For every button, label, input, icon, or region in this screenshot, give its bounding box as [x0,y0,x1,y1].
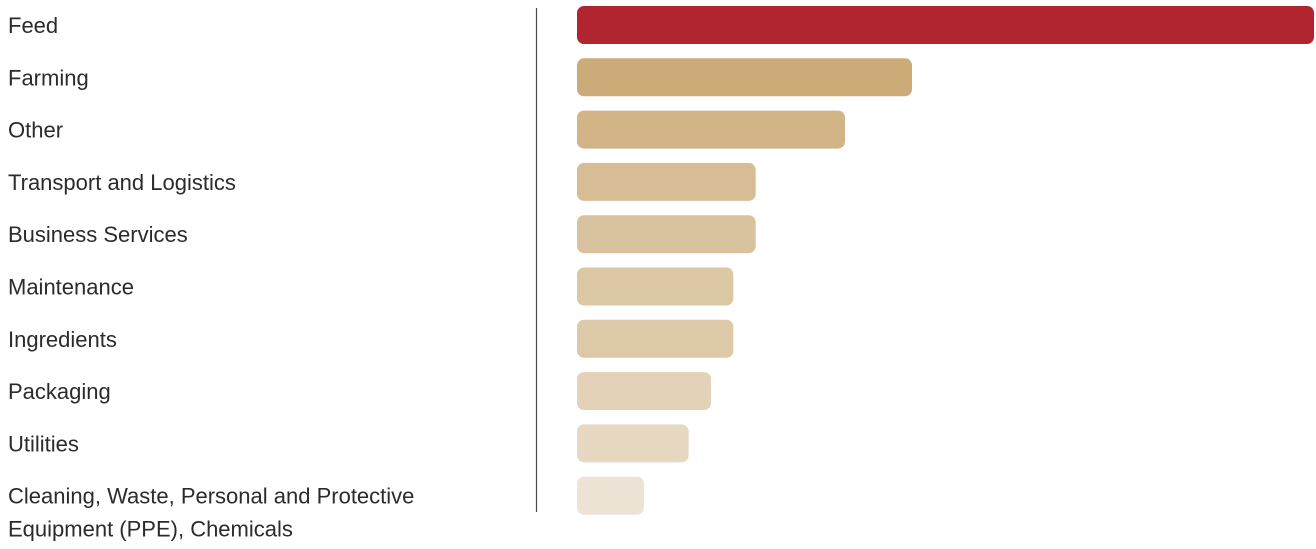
bar-2 [577,110,845,149]
category-label-line: Maintenance [8,275,134,300]
category-label-line: Cleaning, Waste, Personal and Protective [8,484,414,509]
category-label-1: Farming [8,65,89,90]
category-label-line: Packaging [8,379,111,404]
bar-1 [577,58,912,97]
bar-3 [577,162,756,201]
category-label-6: Ingredients [8,327,117,352]
category-label-4: Business Services [8,222,188,247]
category-label-7: Packaging [8,379,111,404]
bar-8 [577,424,689,463]
category-label-3: Transport and Logistics [8,170,236,195]
category-label-line: Other [8,118,63,143]
category-label-line: Ingredients [8,327,117,352]
bar-0 [577,6,1314,44]
category-label-line: Utilities [8,431,79,456]
category-label-9: Cleaning, Waste, Personal and Protective… [8,484,414,542]
bar-5 [577,267,734,306]
category-label-2: Other [8,118,63,143]
category-label-0: Feed [8,13,58,38]
category-label-line: Transport and Logistics [8,170,236,195]
category-label-5: Maintenance [8,275,134,300]
bar-4 [577,215,756,254]
category-label-line: Equipment (PPE), Chemicals [8,517,293,542]
bar-7 [577,372,711,411]
category-label-line: Business Services [8,222,188,247]
bar-6 [577,319,734,358]
bar-9 [577,476,644,515]
category-label-line: Farming [8,65,89,90]
category-label-line: Feed [8,13,58,38]
category-label-8: Utilities [8,431,79,456]
